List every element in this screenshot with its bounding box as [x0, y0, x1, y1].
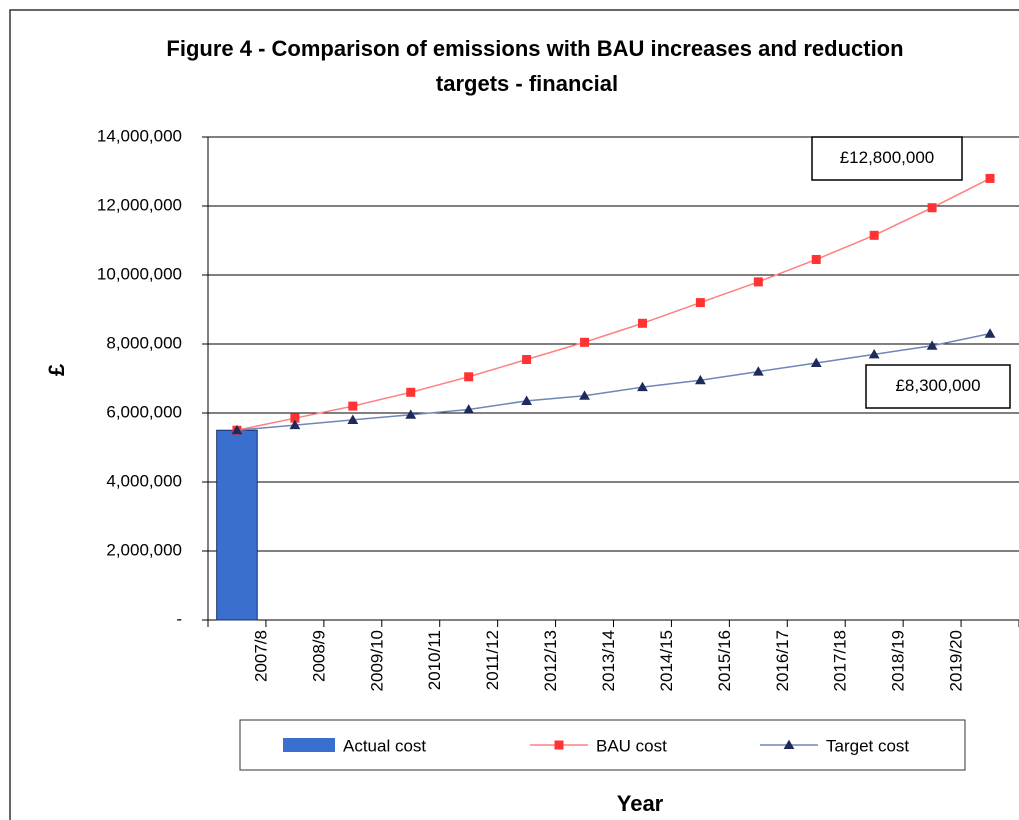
x-tick-label: 2019/20	[947, 630, 966, 691]
marker	[926, 340, 938, 350]
marker	[522, 355, 532, 365]
x-tick-label: 2007/8	[251, 630, 270, 682]
marker	[927, 203, 937, 213]
x-axis-title: Year	[617, 791, 664, 816]
marker	[348, 401, 358, 411]
x-tick-label: 2010/11	[425, 630, 444, 690]
marker	[810, 357, 822, 368]
marker	[753, 277, 763, 287]
y-tick-label: 4,000,000	[106, 471, 182, 490]
marker	[637, 381, 648, 392]
annotation: £8,300,000	[895, 376, 980, 395]
y-axis-title: £	[44, 363, 69, 376]
line	[236, 332, 991, 431]
marker	[464, 372, 474, 382]
annotation-box	[811, 136, 963, 181]
bar	[216, 429, 258, 621]
marker	[347, 414, 359, 424]
x-tick-label: 2015/16	[715, 630, 734, 691]
marker	[463, 404, 475, 414]
chart-title: targets - financial	[436, 71, 618, 96]
marker	[985, 173, 995, 183]
y-tick-label: 2,000,000	[106, 540, 182, 559]
y-tick-label: 12,000,000	[97, 195, 182, 214]
x-tick-label: 2018/19	[889, 630, 908, 691]
marker	[406, 387, 416, 397]
x-tick-label: 2013/14	[599, 630, 618, 691]
chart-border	[9, 9, 1019, 820]
annotation-box	[865, 364, 1011, 409]
x-tick-label: 2011/12	[483, 630, 502, 690]
marker	[405, 409, 417, 419]
marker	[752, 366, 764, 376]
y-tick-label: 8,000,000	[106, 333, 182, 352]
marker	[811, 254, 821, 264]
x-tick-label: 2017/18	[831, 630, 850, 691]
marker	[984, 328, 996, 338]
x-tick-label: 2008/9	[309, 630, 328, 682]
annotation: £12,800,000	[840, 148, 935, 167]
marker	[868, 348, 880, 359]
marker	[521, 395, 533, 405]
marker	[869, 230, 879, 240]
x-tick-label: 2009/10	[367, 630, 386, 691]
legend-label: BAU cost	[596, 736, 667, 755]
legend-swatch	[283, 738, 335, 752]
marker	[290, 413, 300, 423]
y-tick-label: 10,000,000	[97, 264, 182, 283]
marker	[289, 419, 301, 430]
marker	[694, 374, 706, 385]
legend-label: Target cost	[826, 736, 909, 755]
marker	[579, 390, 590, 400]
chart-title: Figure 4 - Comparison of emissions with …	[166, 36, 903, 61]
line	[236, 177, 991, 431]
marker	[637, 318, 647, 328]
legend-marker	[554, 740, 564, 750]
marker	[695, 298, 705, 308]
legend-label: Actual cost	[343, 736, 426, 755]
x-tick-label: 2014/15	[657, 630, 676, 691]
x-tick-label: 2012/13	[541, 630, 560, 691]
legend	[239, 719, 966, 771]
y-tick-label: -	[176, 609, 182, 628]
y-tick-label: 14,000,000	[97, 126, 182, 145]
marker	[580, 337, 590, 347]
marker	[231, 424, 243, 435]
x-tick-label: 2016/17	[773, 630, 792, 691]
y-tick-label: 6,000,000	[106, 402, 182, 421]
legend-marker	[783, 739, 795, 750]
